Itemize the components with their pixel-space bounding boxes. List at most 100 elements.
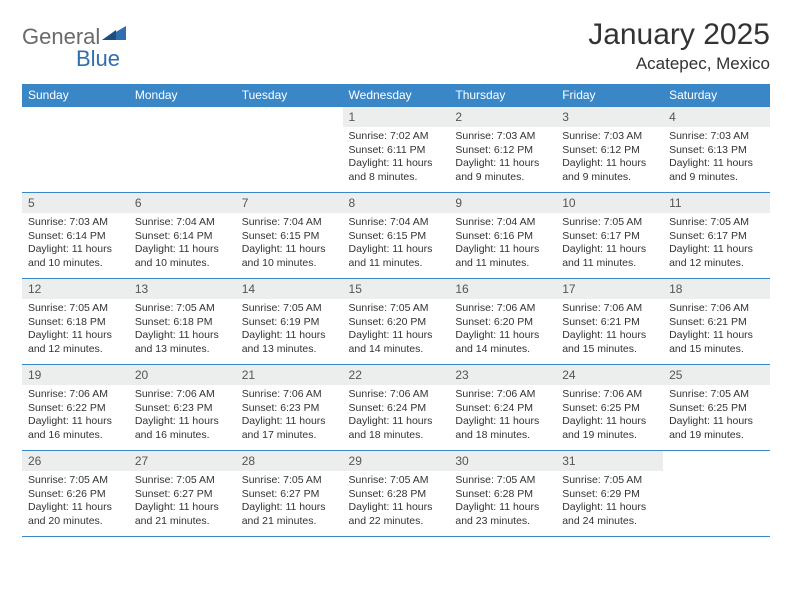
calendar-row: 12Sunrise: 7:05 AMSunset: 6:18 PMDayligh… bbox=[22, 279, 770, 365]
day-details: Sunrise: 7:05 AMSunset: 6:28 PMDaylight:… bbox=[449, 471, 556, 532]
calendar-cell bbox=[663, 451, 770, 537]
day-details: Sunrise: 7:04 AMSunset: 6:15 PMDaylight:… bbox=[343, 213, 450, 274]
calendar-cell: 23Sunrise: 7:06 AMSunset: 6:24 PMDayligh… bbox=[449, 365, 556, 451]
day-number: 10 bbox=[556, 193, 663, 213]
day-number: 22 bbox=[343, 365, 450, 385]
calendar-cell: 29Sunrise: 7:05 AMSunset: 6:28 PMDayligh… bbox=[343, 451, 450, 537]
day-details: Sunrise: 7:05 AMSunset: 6:25 PMDaylight:… bbox=[663, 385, 770, 446]
calendar-row: 5Sunrise: 7:03 AMSunset: 6:14 PMDaylight… bbox=[22, 193, 770, 279]
calendar-cell: 24Sunrise: 7:06 AMSunset: 6:25 PMDayligh… bbox=[556, 365, 663, 451]
calendar-row: 26Sunrise: 7:05 AMSunset: 6:26 PMDayligh… bbox=[22, 451, 770, 537]
day-number: 18 bbox=[663, 279, 770, 299]
day-number: 1 bbox=[343, 107, 450, 127]
calendar-cell: 30Sunrise: 7:05 AMSunset: 6:28 PMDayligh… bbox=[449, 451, 556, 537]
day-number: 19 bbox=[22, 365, 129, 385]
day-number: 5 bbox=[22, 193, 129, 213]
calendar-cell: 2Sunrise: 7:03 AMSunset: 6:12 PMDaylight… bbox=[449, 107, 556, 193]
logo: GeneralBlue bbox=[22, 18, 126, 72]
day-details: Sunrise: 7:05 AMSunset: 6:18 PMDaylight:… bbox=[22, 299, 129, 360]
location: Acatepec, Mexico bbox=[588, 54, 770, 74]
weekday-header: Saturday bbox=[663, 84, 770, 107]
day-number: 12 bbox=[22, 279, 129, 299]
day-number: 23 bbox=[449, 365, 556, 385]
day-number: 25 bbox=[663, 365, 770, 385]
weekday-header: Thursday bbox=[449, 84, 556, 107]
calendar-cell: 27Sunrise: 7:05 AMSunset: 6:27 PMDayligh… bbox=[129, 451, 236, 537]
calendar-cell: 4Sunrise: 7:03 AMSunset: 6:13 PMDaylight… bbox=[663, 107, 770, 193]
logo-triangle-icon bbox=[102, 24, 126, 40]
calendar-row: 1Sunrise: 7:02 AMSunset: 6:11 PMDaylight… bbox=[22, 107, 770, 193]
day-number: 28 bbox=[236, 451, 343, 471]
day-number: 30 bbox=[449, 451, 556, 471]
day-details: Sunrise: 7:05 AMSunset: 6:20 PMDaylight:… bbox=[343, 299, 450, 360]
calendar-cell: 28Sunrise: 7:05 AMSunset: 6:27 PMDayligh… bbox=[236, 451, 343, 537]
day-details: Sunrise: 7:04 AMSunset: 6:14 PMDaylight:… bbox=[129, 213, 236, 274]
day-details: Sunrise: 7:02 AMSunset: 6:11 PMDaylight:… bbox=[343, 127, 450, 188]
weekday-header-row: SundayMondayTuesdayWednesdayThursdayFrid… bbox=[22, 84, 770, 107]
day-details: Sunrise: 7:05 AMSunset: 6:27 PMDaylight:… bbox=[236, 471, 343, 532]
calendar-cell: 7Sunrise: 7:04 AMSunset: 6:15 PMDaylight… bbox=[236, 193, 343, 279]
calendar-cell: 26Sunrise: 7:05 AMSunset: 6:26 PMDayligh… bbox=[22, 451, 129, 537]
day-details: Sunrise: 7:05 AMSunset: 6:29 PMDaylight:… bbox=[556, 471, 663, 532]
calendar-cell: 1Sunrise: 7:02 AMSunset: 6:11 PMDaylight… bbox=[343, 107, 450, 193]
calendar-cell: 20Sunrise: 7:06 AMSunset: 6:23 PMDayligh… bbox=[129, 365, 236, 451]
calendar-cell: 19Sunrise: 7:06 AMSunset: 6:22 PMDayligh… bbox=[22, 365, 129, 451]
day-details: Sunrise: 7:05 AMSunset: 6:17 PMDaylight:… bbox=[663, 213, 770, 274]
calendar-cell bbox=[22, 107, 129, 193]
day-number: 9 bbox=[449, 193, 556, 213]
month-title: January 2025 bbox=[588, 18, 770, 52]
day-details: Sunrise: 7:05 AMSunset: 6:26 PMDaylight:… bbox=[22, 471, 129, 532]
calendar-cell: 12Sunrise: 7:05 AMSunset: 6:18 PMDayligh… bbox=[22, 279, 129, 365]
calendar-cell bbox=[129, 107, 236, 193]
title-block: January 2025 Acatepec, Mexico bbox=[588, 18, 770, 74]
calendar-cell: 5Sunrise: 7:03 AMSunset: 6:14 PMDaylight… bbox=[22, 193, 129, 279]
calendar-cell: 11Sunrise: 7:05 AMSunset: 6:17 PMDayligh… bbox=[663, 193, 770, 279]
day-details: Sunrise: 7:03 AMSunset: 6:12 PMDaylight:… bbox=[449, 127, 556, 188]
day-number: 16 bbox=[449, 279, 556, 299]
calendar-cell: 17Sunrise: 7:06 AMSunset: 6:21 PMDayligh… bbox=[556, 279, 663, 365]
day-number: 4 bbox=[663, 107, 770, 127]
calendar-cell: 10Sunrise: 7:05 AMSunset: 6:17 PMDayligh… bbox=[556, 193, 663, 279]
calendar-cell: 25Sunrise: 7:05 AMSunset: 6:25 PMDayligh… bbox=[663, 365, 770, 451]
day-details: Sunrise: 7:05 AMSunset: 6:19 PMDaylight:… bbox=[236, 299, 343, 360]
day-number: 6 bbox=[129, 193, 236, 213]
logo-word-2: Blue bbox=[22, 46, 126, 72]
calendar-body: 1Sunrise: 7:02 AMSunset: 6:11 PMDaylight… bbox=[22, 107, 770, 537]
day-details: Sunrise: 7:04 AMSunset: 6:15 PMDaylight:… bbox=[236, 213, 343, 274]
day-details: Sunrise: 7:06 AMSunset: 6:20 PMDaylight:… bbox=[449, 299, 556, 360]
day-details: Sunrise: 7:03 AMSunset: 6:13 PMDaylight:… bbox=[663, 127, 770, 188]
day-number: 21 bbox=[236, 365, 343, 385]
day-number: 29 bbox=[343, 451, 450, 471]
calendar-cell: 21Sunrise: 7:06 AMSunset: 6:23 PMDayligh… bbox=[236, 365, 343, 451]
day-number: 11 bbox=[663, 193, 770, 213]
day-details: Sunrise: 7:03 AMSunset: 6:12 PMDaylight:… bbox=[556, 127, 663, 188]
calendar-table: SundayMondayTuesdayWednesdayThursdayFrid… bbox=[22, 84, 770, 537]
day-details: Sunrise: 7:06 AMSunset: 6:21 PMDaylight:… bbox=[556, 299, 663, 360]
day-details: Sunrise: 7:04 AMSunset: 6:16 PMDaylight:… bbox=[449, 213, 556, 274]
calendar-cell: 15Sunrise: 7:05 AMSunset: 6:20 PMDayligh… bbox=[343, 279, 450, 365]
weekday-header: Wednesday bbox=[343, 84, 450, 107]
day-details: Sunrise: 7:06 AMSunset: 6:24 PMDaylight:… bbox=[343, 385, 450, 446]
weekday-header: Sunday bbox=[22, 84, 129, 107]
day-details: Sunrise: 7:06 AMSunset: 6:23 PMDaylight:… bbox=[129, 385, 236, 446]
calendar-cell: 31Sunrise: 7:05 AMSunset: 6:29 PMDayligh… bbox=[556, 451, 663, 537]
day-details: Sunrise: 7:03 AMSunset: 6:14 PMDaylight:… bbox=[22, 213, 129, 274]
calendar-cell: 9Sunrise: 7:04 AMSunset: 6:16 PMDaylight… bbox=[449, 193, 556, 279]
day-number: 8 bbox=[343, 193, 450, 213]
day-number: 3 bbox=[556, 107, 663, 127]
day-details: Sunrise: 7:06 AMSunset: 6:22 PMDaylight:… bbox=[22, 385, 129, 446]
day-number: 15 bbox=[343, 279, 450, 299]
weekday-header: Friday bbox=[556, 84, 663, 107]
calendar-cell: 8Sunrise: 7:04 AMSunset: 6:15 PMDaylight… bbox=[343, 193, 450, 279]
calendar-cell bbox=[236, 107, 343, 193]
calendar-cell: 16Sunrise: 7:06 AMSunset: 6:20 PMDayligh… bbox=[449, 279, 556, 365]
day-number: 26 bbox=[22, 451, 129, 471]
calendar-cell: 22Sunrise: 7:06 AMSunset: 6:24 PMDayligh… bbox=[343, 365, 450, 451]
calendar-row: 19Sunrise: 7:06 AMSunset: 6:22 PMDayligh… bbox=[22, 365, 770, 451]
day-number: 13 bbox=[129, 279, 236, 299]
calendar-cell: 13Sunrise: 7:05 AMSunset: 6:18 PMDayligh… bbox=[129, 279, 236, 365]
day-number: 24 bbox=[556, 365, 663, 385]
day-details: Sunrise: 7:06 AMSunset: 6:21 PMDaylight:… bbox=[663, 299, 770, 360]
day-number: 2 bbox=[449, 107, 556, 127]
day-number: 20 bbox=[129, 365, 236, 385]
